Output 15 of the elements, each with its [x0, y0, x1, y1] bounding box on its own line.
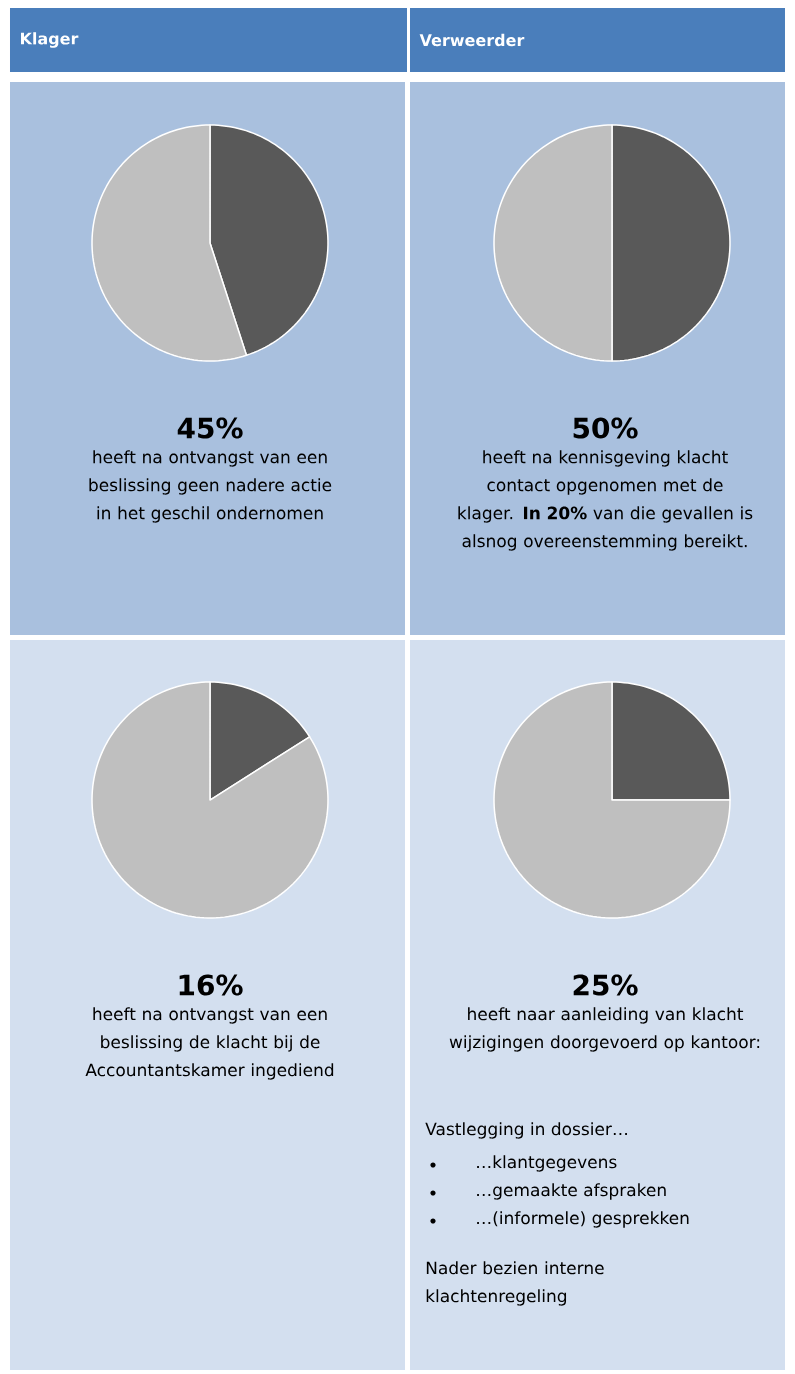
text: heeft na ontvangst van een beslissing geen nadere actie in het geschil ondernomen — [89, 450, 332, 523]
text: …klantgegevens — [477, 1155, 617, 1172]
text: Nader bezien interne klachtenregeling — [426, 1261, 604, 1306]
text: Vastlegging in dossier… — [425, 1122, 627, 1139]
chart-title: Klager — [21, 32, 79, 48]
chart-title: Verweerder — [419, 33, 525, 47]
text: heeft naar aanleiding van klacht wijzigingen doorgevoerd op kantoor: — [449, 1007, 760, 1052]
text: heeft na ontvangst van een beslissing de klacht bij de Accountantskamer ingediend — [85, 1007, 334, 1080]
text: …gemaakte afspraken — [477, 1183, 666, 1200]
text: 45% — [177, 417, 243, 439]
text: …(informele) gesprekken — [477, 1211, 689, 1228]
text: 25% — [573, 974, 638, 996]
text: 16% — [179, 974, 243, 996]
text: 50% — [573, 417, 638, 439]
text: heeft na kennisgeving klacht contact opgenomen met de klager. In 20% van die gevallen is alsnog overeenstemming bereikt. — [458, 450, 753, 551]
